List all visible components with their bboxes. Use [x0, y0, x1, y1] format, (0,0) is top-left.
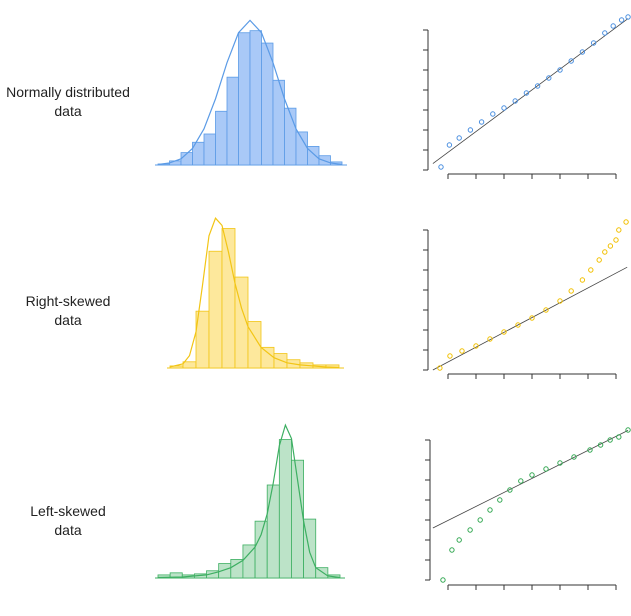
- qq-point: [543, 307, 549, 313]
- histogram-bar: [278, 439, 292, 579]
- qq-point: [590, 40, 597, 46]
- qq-point: [623, 219, 629, 225]
- row-label: data: [54, 103, 81, 119]
- qq-point: [529, 472, 535, 478]
- qq-point: [446, 142, 453, 148]
- histogram-bar: [266, 484, 280, 579]
- qq-point: [529, 315, 535, 321]
- qq-point: [568, 288, 574, 294]
- qq-point: [467, 527, 473, 533]
- row-label: data: [54, 522, 81, 538]
- qq-point: [515, 322, 521, 328]
- qq-point: [477, 517, 483, 523]
- histogram-bar: [203, 133, 216, 166]
- qq-point: [487, 336, 493, 342]
- qq-point: [478, 119, 485, 125]
- qq-point: [487, 507, 493, 513]
- qq-point: [440, 577, 446, 583]
- qq-point: [579, 277, 586, 283]
- qq-point: [518, 478, 524, 484]
- density-curve: [157, 423, 341, 579]
- qq-point: [523, 90, 530, 96]
- histogram-bar: [180, 152, 193, 166]
- histogram-bar: [261, 42, 274, 166]
- qq-point: [467, 127, 474, 133]
- row-label: Left-skewed: [30, 503, 105, 519]
- histogram-bar: [284, 107, 297, 166]
- qq-point: [568, 58, 574, 64]
- qq-point: [459, 348, 465, 354]
- histogram-bar: [182, 361, 197, 369]
- histogram-bar: [307, 145, 320, 166]
- qq-point: [501, 329, 507, 335]
- qq-point: [588, 267, 594, 273]
- qq-point: [449, 547, 455, 553]
- qq-point: [456, 537, 462, 543]
- qq-point: [473, 343, 479, 349]
- histogram-bar: [260, 346, 275, 369]
- qq-point: [546, 75, 552, 81]
- histogram-bar: [215, 110, 228, 166]
- qq-point: [616, 227, 622, 233]
- qq-point: [512, 98, 518, 104]
- qq-point: [613, 237, 619, 243]
- qq-point: [497, 497, 503, 503]
- histogram-bar: [238, 32, 251, 166]
- qq-point: [557, 67, 563, 73]
- qq-point: [456, 135, 462, 141]
- histogram-bar: [249, 30, 262, 166]
- qq-point: [437, 365, 443, 371]
- row-label: Normally distributed: [6, 84, 130, 100]
- qq-point: [587, 447, 593, 453]
- qq-point: [616, 434, 622, 440]
- qq-point: [610, 23, 616, 29]
- qq-point: [490, 111, 496, 117]
- histogram-bar: [247, 321, 262, 369]
- reference-line: [432, 18, 629, 164]
- histogram-bar: [315, 567, 329, 579]
- histogram-bar: [226, 76, 239, 166]
- histogram-bar: [254, 520, 268, 579]
- qq-point: [534, 83, 541, 89]
- density-curve: [157, 19, 343, 166]
- qq-point: [557, 298, 563, 304]
- qq-point: [438, 164, 444, 170]
- qq-point: [602, 30, 608, 36]
- qq-point: [607, 437, 613, 443]
- qq-point: [447, 353, 453, 359]
- qq-point: [507, 487, 513, 493]
- qq-point: [571, 454, 577, 460]
- qq-point: [597, 442, 604, 448]
- qq-point: [602, 249, 608, 255]
- qq-point: [596, 257, 602, 263]
- row-label: data: [54, 312, 81, 328]
- reference-line: [432, 430, 629, 529]
- qq-point: [625, 427, 631, 433]
- qq-point: [557, 460, 563, 466]
- qq-point: [618, 17, 625, 23]
- qq-point: [543, 466, 549, 472]
- histogram-bar: [208, 250, 223, 369]
- row-label: Right-skewed: [26, 293, 111, 309]
- density-curve: [169, 217, 340, 369]
- qq-point: [501, 105, 507, 111]
- qq-point: [625, 14, 631, 20]
- qq-point: [579, 49, 586, 55]
- histogram-bar: [295, 131, 308, 166]
- histogram-bar: [221, 228, 236, 369]
- qq-point: [607, 243, 614, 249]
